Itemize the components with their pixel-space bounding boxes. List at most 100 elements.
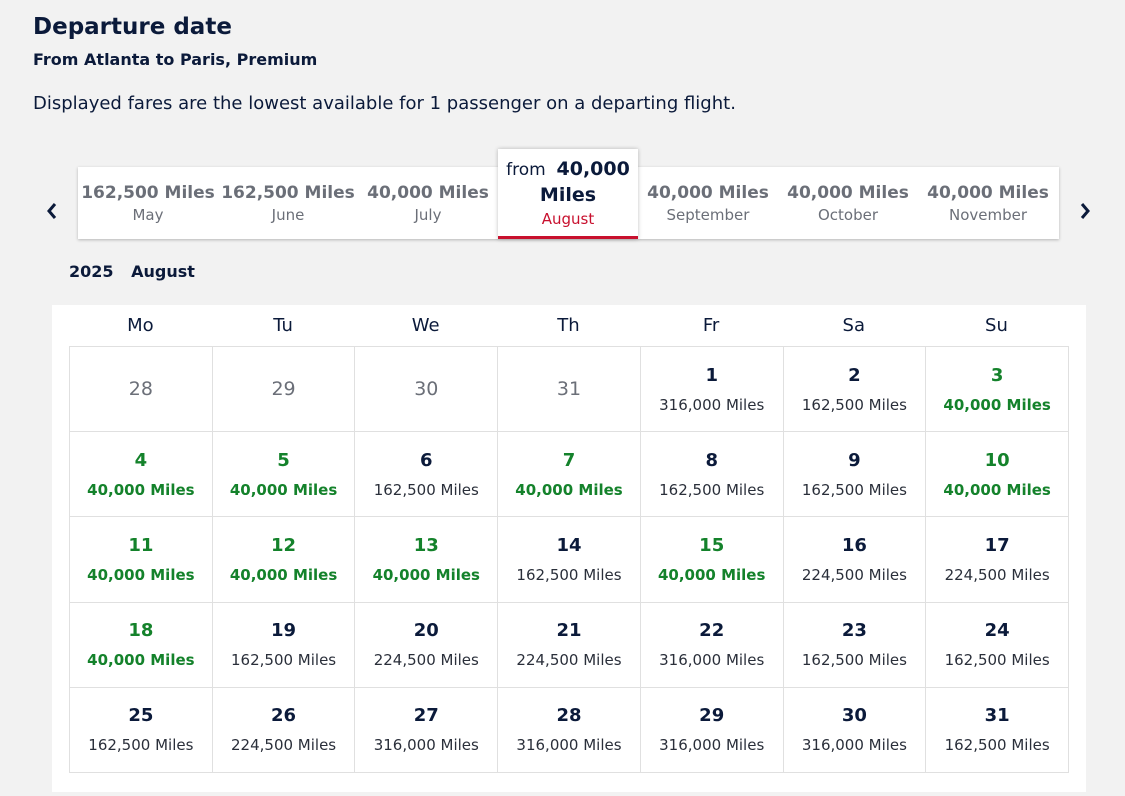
calendar-day[interactable]: 1 316,000 Miles [640,347,784,433]
calendar-day[interactable]: 2 162,500 Miles [783,347,927,433]
calendar-day[interactable]: 19 162,500 Miles [212,602,356,688]
day-number: 29 [271,378,296,401]
day-price: 40,000 Miles [657,565,766,584]
day-number: 6 [420,449,433,471]
calendar-day[interactable]: 21 224,500 Miles [498,602,641,688]
calendar-day[interactable]: 8 162,500 Miles [640,432,784,518]
from-label: from [506,159,546,180]
day-price: 40,000 Miles [372,565,480,584]
month-price: 40,000 Miles [647,182,769,203]
day-price: 316,000 Miles [659,651,765,670]
day-number: 10 [984,449,1010,471]
calendar-day[interactable]: 25 162,500 Miles [70,687,213,773]
month-price: 40,000 Miles [927,182,1049,203]
day-number: 8 [705,449,718,471]
day-number: 29 [699,705,725,727]
calendar-day[interactable]: 23 162,500 Miles [783,602,927,688]
day-price: 162,500 Miles [944,651,1050,670]
day-price: 162,500 Miles [516,565,622,584]
day-number: 18 [128,620,154,642]
calendar-day[interactable]: 11 40,000 Miles [70,517,213,603]
page-title: Departure date [33,14,232,40]
day-price: 162,500 Miles [88,736,194,755]
calendar-day[interactable]: 3 40,000 Miles [926,347,1069,433]
day-price: 162,500 Miles [944,736,1050,755]
calendar-day[interactable]: 29 316,000 Miles [640,687,784,773]
calendar-day[interactable]: 6 162,500 Miles [355,432,499,518]
calendar-day[interactable]: 14 162,500 Miles [498,517,641,603]
calendar-day[interactable]: 15 40,000 Miles [640,517,784,603]
calendar-day-outside: 30 [355,347,499,433]
month-tab-august[interactable]: from 40,000 Miles August [498,149,638,239]
calendar-day-outside: 29 [212,347,356,433]
day-number: 27 [413,705,439,727]
calendar-day[interactable]: 20 224,500 Miles [355,602,499,688]
day-price: 224,500 Miles [373,651,479,670]
calendar-day[interactable]: 10 40,000 Miles [926,432,1069,518]
calendar-day[interactable]: 26 224,500 Miles [212,687,356,773]
day-number: 30 [841,705,867,727]
calendar-day[interactable]: 22 316,000 Miles [640,602,784,688]
next-month-button[interactable] [1073,197,1097,225]
month-tab-september[interactable]: 40,000 Miles September [638,167,778,239]
calendar-day[interactable]: 17 224,500 Miles [926,517,1069,603]
calendar-day[interactable]: 18 40,000 Miles [70,602,213,688]
route-subtitle: From Atlanta to Paris, Premium [33,50,318,69]
day-price: 316,000 Miles [659,736,765,755]
month-price: 162,500 Miles [81,182,215,203]
day-price: 316,000 Miles [373,736,479,755]
day-number: 3 [990,364,1004,386]
day-price: 162,500 Miles [801,395,907,414]
day-price: 40,000 Miles [87,480,195,499]
day-number: 14 [556,534,582,556]
day-number: 15 [699,534,725,556]
weekday-label: Su [985,315,1008,336]
calendar-day[interactable]: 27 316,000 Miles [355,687,499,773]
day-price: 224,500 Miles [944,565,1050,584]
calendar-day[interactable]: 16 224,500 Miles [783,517,927,603]
day-price: 224,500 Miles [801,565,907,584]
calendar-day[interactable]: 4 40,000 Miles [70,432,213,518]
day-number: 9 [848,449,861,471]
day-number: 19 [271,620,297,642]
calendar-month: August [131,262,195,281]
day-number: 20 [413,620,439,642]
calendar-day[interactable]: 12 40,000 Miles [212,517,356,603]
day-number: 26 [271,705,297,727]
calendar-day[interactable]: 5 40,000 Miles [212,432,356,518]
day-number: 28 [128,378,153,401]
calendar-day[interactable]: 31 162,500 Miles [926,687,1069,773]
fare-note: Displayed fares are the lowest available… [33,93,736,114]
calendar-day[interactable]: 9 162,500 Miles [783,432,927,518]
month-tab-november[interactable]: 40,000 Miles November [918,167,1058,239]
calendar-day[interactable]: 24 162,500 Miles [926,602,1069,688]
calendar-day[interactable]: 7 40,000 Miles [498,432,641,518]
month-name: May [132,205,164,224]
day-price: 40,000 Miles [515,480,623,499]
month-tab-june[interactable]: 162,500 Miles June [218,167,358,239]
calendar-grid: 28 29 30 3 1 1 316,000 Miles 2 162,500 Miles 3 40,… [69,346,1069,773]
day-number: 17 [984,534,1010,556]
weekday-label: Fr [702,315,720,336]
prev-month-button[interactable] [40,197,64,225]
day-number: 12 [271,534,297,556]
calendar-day[interactable]: 13 40,000 Miles [355,517,499,603]
month-price-value: 40,000 [556,157,630,180]
day-price: 316,000 Miles [659,395,765,414]
month-name: June [271,205,305,224]
day-number: 13 [413,534,439,556]
day-number: 5 [277,449,290,471]
day-price: 40,000 Miles [943,480,1051,499]
month-tab-october[interactable]: 40,000 Miles October [778,167,918,239]
month-tab-may[interactable]: 162,500 Miles May [78,167,218,239]
day-number: 22 [699,620,725,642]
day-price: 40,000 Miles [87,565,195,584]
day-price: 316,000 Miles [516,736,622,755]
calendar-day[interactable]: 30 316,000 Miles [783,687,927,773]
month-name: July [414,205,442,224]
day-number: 11 [128,534,154,556]
month-tab-july[interactable]: 40,000 Miles July [358,167,498,239]
calendar-day[interactable]: 28 316,000 Miles [498,687,641,773]
chevron-left-icon [47,203,57,219]
day-price: 224,500 Miles [231,736,337,755]
